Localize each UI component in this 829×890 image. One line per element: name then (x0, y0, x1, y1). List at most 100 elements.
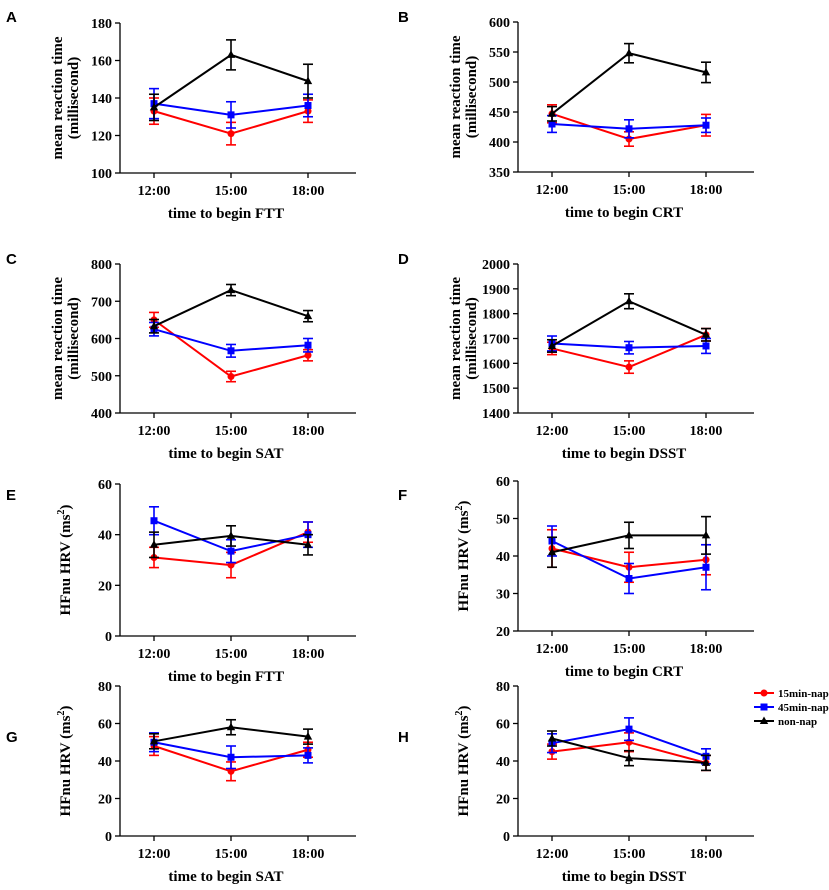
y-axis-label-close: ) (456, 501, 472, 506)
data-point (227, 347, 235, 355)
series-non-nap (149, 524, 313, 559)
y-tick-label: 80 (98, 680, 112, 695)
x-tick-label: 15:00 (215, 184, 248, 199)
data-point (303, 76, 313, 85)
y-tick-label: 600 (489, 16, 510, 31)
data-point (701, 530, 711, 539)
series-non-nap (547, 730, 711, 772)
panel-d: D 1400 1500 1600 1700 1800 1900 2000 12:00 15:00 1… (398, 251, 754, 462)
legend-entry-non-nap: non-nap (754, 716, 817, 728)
x-axis-label: time to begin CRT (565, 205, 683, 221)
data-point (227, 111, 235, 119)
x-tick-label: 18:00 (292, 647, 325, 662)
y-tick-label: 60 (98, 718, 112, 733)
data-point (227, 547, 235, 555)
y-tick-label: 180 (91, 17, 112, 32)
y-axis-label: HFnu HRV (ms2) (454, 706, 472, 817)
x-tick-label: 12:00 (536, 424, 569, 439)
data-point (226, 722, 236, 731)
x-axis-label: time to begin DSST (562, 869, 687, 885)
y-axis-label-close: ) (58, 505, 74, 510)
y-tick-label: 60 (496, 718, 510, 733)
y-tick-label: 20 (98, 793, 112, 808)
legend-label: non-nap (778, 716, 817, 728)
legend-entry-45min-nap: 45min-nap (754, 702, 829, 714)
data-point (702, 342, 710, 350)
x-axis-label: time to begin SAT (168, 869, 283, 885)
data-point (547, 734, 557, 742)
series-45min-nap (547, 335, 711, 355)
data-point (624, 530, 634, 539)
y-tick-label: 20 (496, 625, 510, 640)
series-non-nap (547, 292, 711, 353)
y-axis-label: HFnu HRV (ms2) (454, 501, 472, 612)
y-tick-label: 2000 (482, 258, 510, 273)
series-45min-nap (149, 505, 313, 564)
data-point (226, 50, 236, 58)
y-tick-label: 500 (489, 76, 510, 91)
y-axis-label-text: HFnu HRV (ms (456, 715, 472, 816)
panel-letter: C (6, 251, 17, 268)
x-axis-label: time to begin FTT (168, 669, 284, 685)
data-point (149, 736, 159, 745)
data-point (624, 48, 634, 57)
panel-f: F 20 30 40 50 60 12:00 15:00 18:00 time to begin … (398, 475, 754, 680)
y-axis-label-superscript: 2 (454, 711, 465, 716)
x-tick-label: 12:00 (536, 183, 569, 198)
y-axis-label-text: HFnu HRV (ms (58, 514, 74, 615)
series-non-nap (149, 283, 313, 334)
y-axis-label-unit: (millisecond) (464, 56, 480, 139)
y-axis-label-superscript: 2 (454, 506, 465, 511)
series-non-nap (547, 515, 711, 569)
y-axis-label-close: ) (456, 706, 472, 711)
data-point (547, 547, 557, 556)
y-tick-label: 550 (489, 46, 510, 61)
x-tick-label: 18:00 (690, 642, 723, 657)
legend-marker (760, 703, 768, 711)
x-tick-label: 12:00 (536, 847, 569, 862)
x-tick-label: 15:00 (613, 424, 646, 439)
data-point (303, 732, 313, 740)
data-point (303, 311, 313, 320)
data-point (303, 540, 313, 548)
data-point (625, 125, 633, 133)
y-tick-label: 160 (91, 55, 112, 70)
data-point (226, 531, 236, 539)
data-point (304, 351, 312, 359)
panel-letter: H (398, 729, 409, 746)
x-tick-label: 15:00 (215, 847, 248, 862)
data-point (149, 321, 159, 330)
y-tick-label: 40 (496, 755, 510, 770)
y-tick-label: 120 (91, 130, 112, 145)
series-45min-nap (149, 321, 313, 358)
y-tick-label: 450 (489, 106, 510, 121)
y-tick-label: 1600 (482, 357, 510, 372)
data-point (227, 372, 235, 380)
y-axis-label-superscript: 2 (56, 510, 67, 515)
panel-letter: G (6, 729, 18, 746)
panel-letter: A (6, 9, 17, 26)
y-tick-label: 0 (503, 830, 510, 845)
x-tick-label: 12:00 (138, 424, 171, 439)
x-tick-label: 18:00 (690, 424, 723, 439)
y-tick-label: 40 (98, 755, 112, 770)
y-tick-label: 700 (91, 295, 112, 310)
y-axis-label-unit: (millisecond) (66, 297, 82, 380)
data-point (702, 121, 710, 129)
data-point (227, 753, 235, 761)
y-tick-label: 80 (496, 680, 510, 695)
x-axis-label: time to begin DSST (562, 446, 687, 462)
y-axis-label: mean reaction time (50, 277, 66, 400)
y-tick-label: 0 (105, 830, 112, 845)
series-non-nap (149, 39, 313, 122)
y-tick-label: 1800 (482, 308, 510, 323)
y-axis-label: HFnu HRV (ms2) (56, 706, 74, 817)
x-tick-label: 18:00 (690, 183, 723, 198)
x-axis-label: time to begin SAT (168, 446, 283, 462)
panel-a: A 100 120 140 160 180 12:00 15:00 18:00 time to b… (6, 9, 356, 222)
data-point (227, 130, 235, 138)
y-tick-label: 20 (496, 793, 510, 808)
y-tick-label: 60 (98, 478, 112, 493)
